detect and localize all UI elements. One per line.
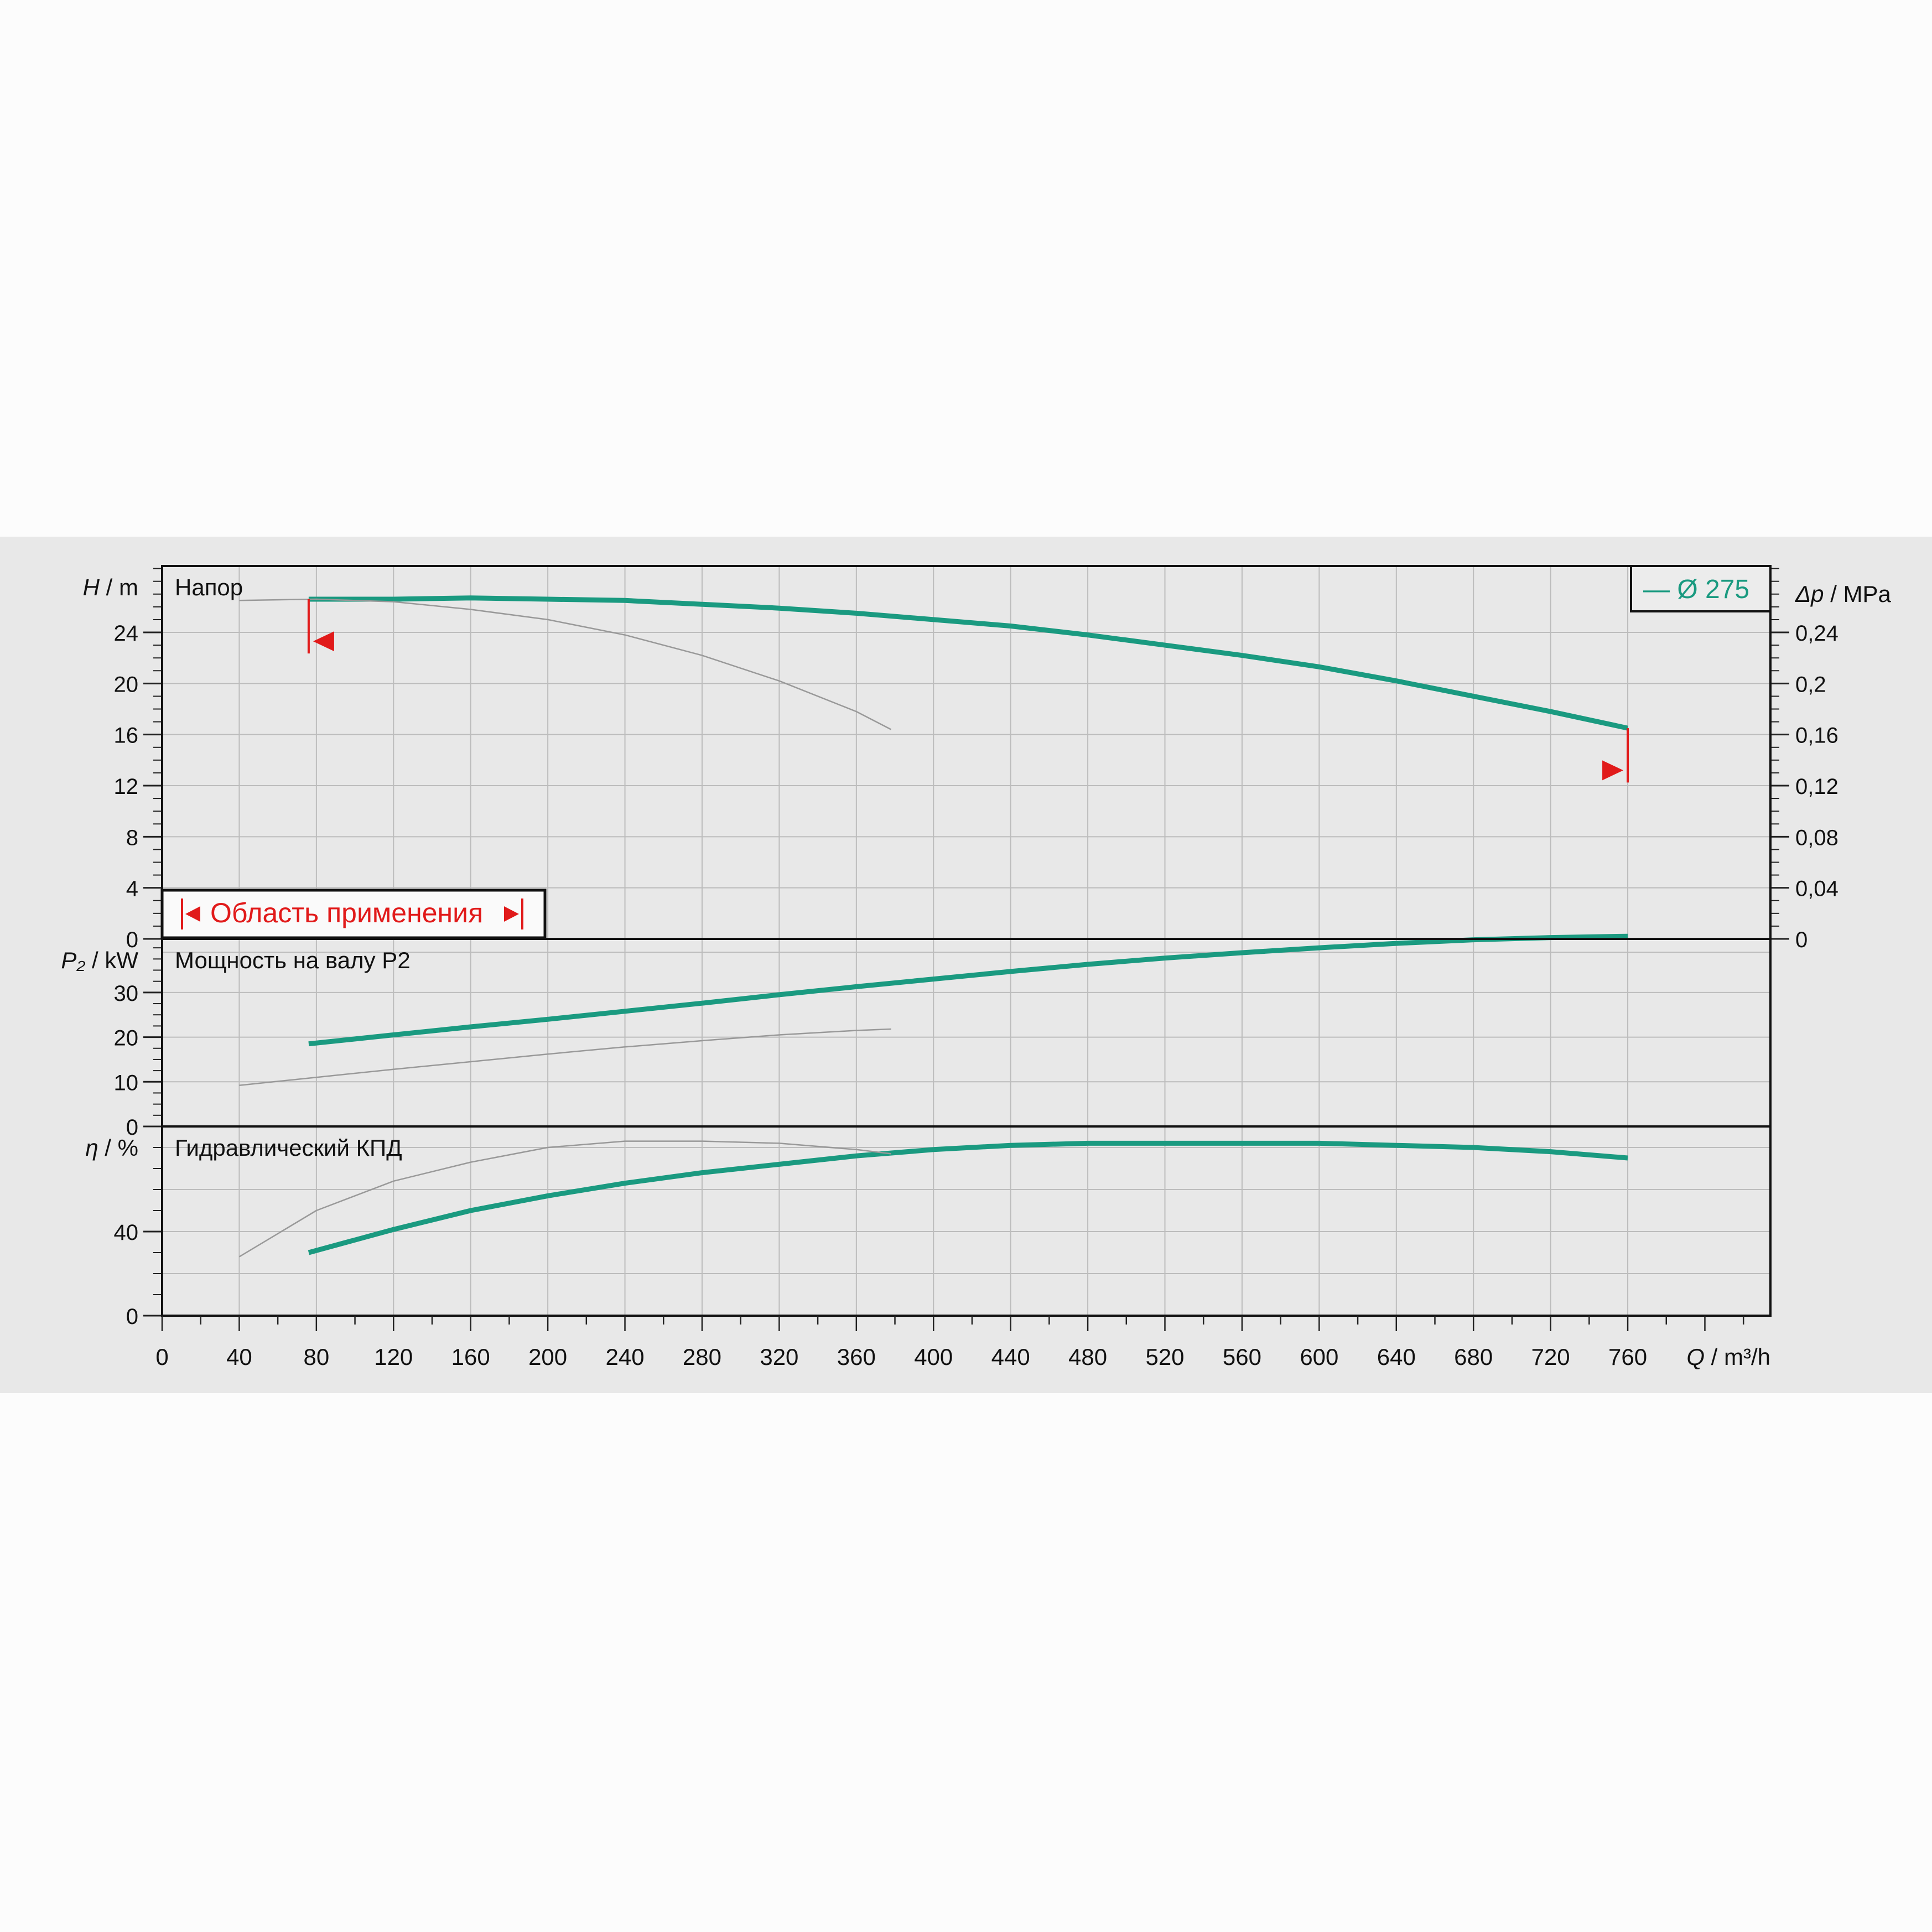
y-tick-label: 24 (114, 621, 139, 646)
x-tick-label: 400 (914, 1344, 953, 1370)
x-tick-label: 640 (1377, 1344, 1416, 1370)
y2-tick-label: 0,12 (1795, 775, 1838, 799)
x-tick-label: 440 (991, 1344, 1030, 1370)
thin-curve-head (239, 598, 892, 730)
curve-d275-efficiency (308, 1140, 1628, 1255)
x-tick-label: 560 (1223, 1344, 1261, 1370)
y-axis-label-variable: H (83, 574, 100, 600)
y2-tick-label: 0,16 (1795, 724, 1838, 748)
y-axis-label-variable: η (85, 1135, 98, 1161)
y-tick-label: 0 (126, 1305, 138, 1329)
y2-tick-label: 0,04 (1795, 877, 1838, 901)
y-tick-label: 10 (114, 1071, 139, 1095)
y2-axis-label-unit: / MPa (1824, 581, 1892, 607)
panel-title: Напор (175, 574, 243, 600)
y-axis-label-unit: / m (100, 574, 138, 600)
y2-axis-label-variable: Δp (1795, 581, 1824, 607)
y2-tick-label: 0,08 (1795, 825, 1838, 850)
application-limit-right-arrow (1602, 760, 1624, 781)
x-axis-label-unit: / m³/h (1705, 1344, 1770, 1370)
y-tick-label: 16 (114, 724, 139, 748)
curve-d275-head (308, 595, 1629, 731)
y2-axis-label: Δp / MPa (1795, 581, 1892, 607)
thin-curve-efficiency (238, 1140, 891, 1258)
legend-box (1630, 565, 1772, 612)
y-tick-label: 40 (114, 1221, 139, 1245)
x-axis-label-variable: Q (1686, 1344, 1705, 1370)
y-axis-label: P₂ / kW (61, 947, 138, 973)
x-tick-label: 720 (1531, 1344, 1570, 1370)
x-tick-label: 680 (1454, 1344, 1493, 1370)
y-tick-label: 30 (114, 981, 139, 1006)
y2-tick-label: 0 (1795, 928, 1808, 952)
curve-d275-power (308, 933, 1628, 1047)
x-tick-label: 40 (226, 1344, 252, 1370)
x-tick-label: 520 (1145, 1344, 1184, 1370)
x-tick-label: 160 (451, 1344, 490, 1370)
y-tick-label: 0 (126, 928, 138, 952)
x-tick-label: 480 (1068, 1344, 1107, 1370)
y2-tick-label: 0,24 (1795, 621, 1838, 646)
legend-entry: — Ø 275 (1643, 575, 1749, 604)
panel-title: Мощность на валу P2 (175, 947, 411, 973)
x-tick-label: 120 (374, 1344, 413, 1370)
y-axis-label-unit: / kW (85, 947, 138, 973)
y-axis-label: η / % (85, 1135, 138, 1161)
x-tick-label: 200 (528, 1344, 567, 1370)
y-axis-label-unit: / % (98, 1135, 138, 1161)
y-tick-label: 8 (126, 825, 138, 850)
application-limit-left-arrow (313, 631, 334, 652)
y-tick-label: 12 (114, 775, 139, 799)
panel-title: Гидравлический КПД (175, 1135, 402, 1161)
panel-frame-efficiency (161, 1125, 1772, 1317)
x-tick-label: 0 (155, 1344, 168, 1370)
application-area-box (160, 889, 547, 939)
application-area-label: Область применения (210, 897, 483, 928)
application-area-arrow-left (185, 906, 200, 922)
x-tick-label: 360 (837, 1344, 876, 1370)
x-tick-label: 280 (683, 1344, 721, 1370)
x-tick-label: 320 (760, 1344, 798, 1370)
thin-curve-power (239, 1028, 891, 1086)
x-tick-label: 240 (606, 1344, 645, 1370)
y-tick-label: 20 (114, 672, 139, 697)
x-axis-label: Q / m³/h (1686, 1344, 1770, 1370)
x-tick-label: 760 (1608, 1344, 1647, 1370)
y-axis-label: H / m (83, 574, 138, 600)
x-tick-label: 80 (303, 1344, 329, 1370)
y-tick-label: 0 (126, 1115, 138, 1140)
x-tick-label: 600 (1300, 1344, 1338, 1370)
application-area-arrow-right (504, 906, 519, 922)
y-tick-label: 4 (126, 877, 138, 901)
y-tick-label: 20 (114, 1026, 139, 1051)
y-axis-label-variable: P₂ (61, 947, 85, 973)
y2-tick-label: 0,2 (1795, 672, 1826, 697)
